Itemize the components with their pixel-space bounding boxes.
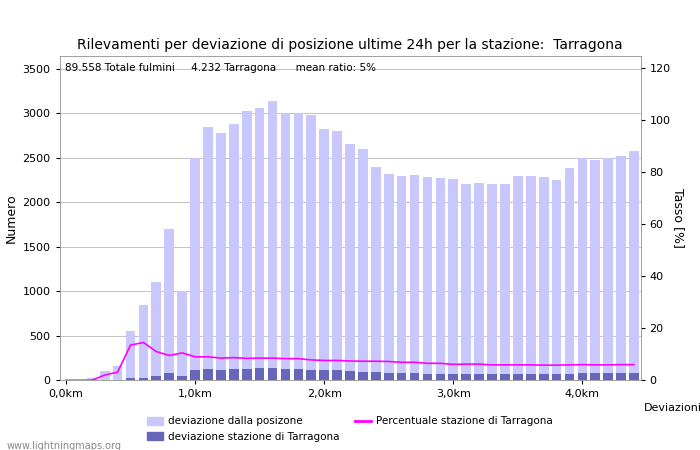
Bar <box>293 369 303 380</box>
Bar <box>319 370 329 380</box>
Legend: deviazione dalla posizone, deviazione stazione di Tarragona, Percentuale stazion: deviazione dalla posizone, deviazione st… <box>144 414 556 445</box>
Bar <box>345 144 355 380</box>
Bar <box>475 183 484 380</box>
Title: Rilevamenti per deviazione di posizione ultime 24h per la stazione:  Tarragona: Rilevamenti per deviazione di posizione … <box>77 38 623 52</box>
Bar <box>139 378 148 380</box>
Text: Deviazioni: Deviazioni <box>644 403 700 413</box>
Bar <box>229 369 239 380</box>
Bar <box>151 282 161 380</box>
Bar <box>164 373 174 380</box>
Y-axis label: Numero: Numero <box>5 194 18 243</box>
Bar <box>578 158 587 380</box>
Bar <box>500 184 510 380</box>
Bar <box>629 151 639 380</box>
Bar <box>255 368 265 380</box>
Bar <box>591 374 600 380</box>
Bar <box>242 369 251 380</box>
Bar <box>384 373 393 380</box>
Bar <box>307 369 316 380</box>
Y-axis label: Tasso [%]: Tasso [%] <box>671 188 685 248</box>
Bar <box>126 378 135 380</box>
Bar <box>255 108 265 380</box>
Bar <box>371 372 381 380</box>
Bar <box>513 374 523 380</box>
Bar <box>177 376 187 380</box>
Bar <box>552 180 561 380</box>
Bar <box>397 176 407 380</box>
Bar <box>151 376 161 380</box>
Bar <box>177 291 187 380</box>
Bar <box>203 369 213 380</box>
Bar <box>552 374 561 380</box>
Bar <box>371 166 381 380</box>
Bar <box>332 131 342 380</box>
Bar <box>203 126 213 380</box>
Bar <box>358 149 368 380</box>
Bar <box>410 373 419 380</box>
Bar <box>332 370 342 380</box>
Bar <box>449 179 458 380</box>
Bar <box>358 372 368 380</box>
Bar <box>113 366 122 380</box>
Bar <box>475 374 484 380</box>
Bar <box>242 112 251 380</box>
Bar <box>164 229 174 380</box>
Bar <box>307 115 316 380</box>
Bar <box>87 378 97 380</box>
Bar <box>565 374 574 380</box>
Bar <box>603 374 613 380</box>
Bar <box>139 305 148 380</box>
Bar <box>410 175 419 380</box>
Bar <box>526 176 536 380</box>
Bar <box>539 374 549 380</box>
Bar <box>267 368 277 380</box>
Bar <box>435 374 445 380</box>
Bar <box>449 374 458 380</box>
Bar <box>565 168 574 380</box>
Bar <box>190 370 200 380</box>
Bar <box>526 374 536 380</box>
Bar <box>513 176 523 380</box>
Bar <box>461 374 471 380</box>
Bar <box>578 373 587 380</box>
Bar <box>100 371 109 380</box>
Bar <box>591 159 600 380</box>
Text: www.lightningmaps.org: www.lightningmaps.org <box>7 441 122 450</box>
Bar <box>435 178 445 380</box>
Bar <box>423 374 433 380</box>
Bar <box>616 156 626 380</box>
Bar <box>461 184 471 380</box>
Bar <box>397 373 407 380</box>
Text: 89.558 Totale fulmini     4.232 Tarragona      mean ratio: 5%: 89.558 Totale fulmini 4.232 Tarragona me… <box>65 63 377 73</box>
Bar <box>267 101 277 380</box>
Bar <box>281 113 290 380</box>
Bar <box>616 373 626 380</box>
Bar <box>629 373 639 380</box>
Bar <box>500 374 510 380</box>
Bar <box>603 158 613 380</box>
Bar <box>216 133 225 380</box>
Bar <box>319 129 329 380</box>
Bar <box>423 177 433 380</box>
Bar <box>539 177 549 380</box>
Bar <box>487 374 497 380</box>
Bar <box>281 369 290 380</box>
Bar <box>293 113 303 380</box>
Bar <box>126 331 135 380</box>
Bar <box>384 174 393 380</box>
Bar <box>216 369 225 380</box>
Bar <box>229 124 239 380</box>
Bar <box>190 158 200 380</box>
Bar <box>345 371 355 380</box>
Bar <box>487 184 497 380</box>
